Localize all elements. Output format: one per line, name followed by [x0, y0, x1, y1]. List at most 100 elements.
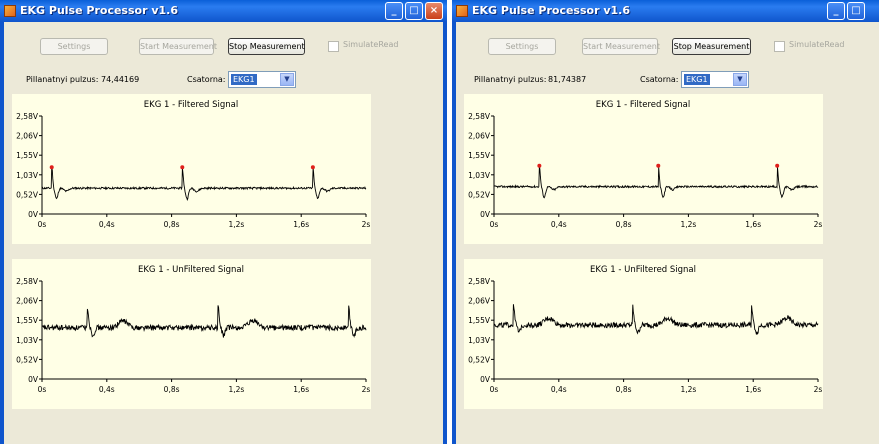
channel-select[interactable]: EKG1 ▼ [681, 71, 749, 88]
simulate-read-label: SimulateRead [343, 40, 399, 49]
app-window-left: EKG Pulse Processor v1.6 _ □ × Settings … [0, 0, 447, 444]
app-icon [456, 5, 468, 17]
window-frame [0, 22, 4, 444]
x-tick-label: 1,2s [228, 220, 244, 229]
settings-button[interactable]: Settings [40, 38, 108, 55]
y-tick-label: 2,06V [16, 132, 39, 141]
y-tick-label: 0,52V [16, 355, 39, 364]
title-bar[interactable]: EKG Pulse Processor v1.6 _ □ × [0, 0, 447, 22]
channel-select-value: EKG1 [684, 74, 710, 85]
window-frame [452, 22, 456, 444]
pulse-value: 74,44169 [101, 75, 140, 84]
maximize-icon[interactable]: □ [405, 2, 423, 20]
window-frame [443, 22, 447, 444]
x-tick-label: 1,2s [680, 385, 696, 394]
x-tick-label: 0s [38, 385, 47, 394]
unfiltered-signal-chart: EKG 1 - UnFiltered Signal 0V 0,52V 1,03V 1,5… [468, 265, 822, 394]
x-tick-label: 2s [362, 220, 371, 229]
peak-marker [180, 165, 185, 170]
chart-title: EKG 1 - UnFiltered Signal [138, 265, 244, 275]
x-tick-label: 2s [362, 385, 371, 394]
x-tick-label: 1,2s [228, 385, 244, 394]
y-tick-label: 0V [480, 375, 491, 384]
signal-line [493, 165, 819, 199]
chevron-down-icon[interactable]: ▼ [280, 73, 294, 86]
x-tick-label: 0,8s [164, 385, 180, 394]
y-tick-label: 0V [480, 210, 491, 219]
x-tick-label: 1,2s [680, 220, 696, 229]
stop-measurement-button[interactable]: Stop Measurement [672, 38, 751, 55]
x-tick-label: 0,4s [551, 385, 567, 394]
y-tick-label: 0,52V [16, 190, 39, 199]
y-tick-label: 0V [28, 210, 39, 219]
y-tick-label: 2,58V [468, 277, 491, 286]
x-tick-label: 0,4s [99, 385, 115, 394]
channel-select[interactable]: EKG1 ▼ [228, 71, 296, 88]
simulate-read-checkbox[interactable] [774, 41, 785, 52]
unfiltered-chart-panel: EKG 1 - UnFiltered Signal 0V 0,52V 1,03V 1,5… [464, 259, 823, 409]
signal-line [41, 305, 367, 339]
pulse-label: Pillanatnyi pulzus: [474, 75, 547, 84]
signal-line [493, 304, 819, 335]
y-tick-label: 0,52V [468, 355, 491, 364]
x-tick-label: 0,8s [616, 220, 632, 229]
minimize-icon[interactable]: _ [385, 2, 403, 20]
x-tick-label: 2s [814, 220, 823, 229]
y-tick-label: 1,03V [468, 171, 491, 180]
unfiltered-chart-panel: EKG 1 - UnFiltered Signal 0V 0,52V 1,03V 1,5… [12, 259, 371, 409]
x-tick-label: 1,6s [745, 385, 761, 394]
minimize-icon[interactable]: _ [827, 2, 845, 20]
y-tick-label: 1,55V [16, 316, 39, 325]
filtered-chart-panel: EKG 1 - Filtered Signal 0V 0,52V 1,03V 1,55V… [464, 94, 823, 244]
y-tick-label: 1,55V [468, 151, 491, 160]
y-tick-label: 2,58V [16, 277, 39, 286]
y-tick-label: 0,52V [468, 190, 491, 199]
x-tick-label: 1,6s [745, 220, 761, 229]
y-tick-label: 1,55V [468, 316, 491, 325]
y-tick-label: 2,58V [468, 112, 491, 121]
unfiltered-signal-chart: EKG 1 - UnFiltered Signal 0V 0,52V 1,03V 1,5… [16, 265, 371, 394]
simulate-read-checkbox[interactable] [328, 41, 339, 52]
y-tick-label: 2,58V [16, 112, 39, 121]
peak-marker [310, 165, 315, 170]
y-tick-label: 1,03V [16, 171, 39, 180]
maximize-icon[interactable]: □ [847, 2, 865, 20]
stop-measurement-button[interactable]: Stop Measurement [228, 38, 305, 55]
x-tick-label: 0s [38, 220, 47, 229]
start-measurement-button[interactable]: Start Measurement [582, 38, 660, 55]
x-tick-label: 0,8s [616, 385, 632, 394]
x-tick-label: 0,8s [164, 220, 180, 229]
x-tick-label: 0,4s [551, 220, 567, 229]
peak-marker [656, 163, 661, 168]
channel-label: Csatorna: [187, 75, 226, 84]
chart-title: EKG 1 - UnFiltered Signal [590, 265, 696, 275]
y-tick-label: 0V [28, 375, 39, 384]
chevron-down-icon[interactable]: ▼ [733, 73, 747, 86]
peak-marker [49, 165, 54, 170]
y-tick-label: 2,06V [468, 297, 491, 306]
x-tick-label: 1,6s [293, 220, 309, 229]
peak-marker [537, 163, 542, 168]
window-title: EKG Pulse Processor v1.6 [472, 4, 630, 17]
chart-title: EKG 1 - Filtered Signal [144, 100, 238, 110]
pulse-label: Pillanatnyi pulzus: [26, 75, 99, 84]
pulse-value: 81,74387 [548, 75, 587, 84]
y-tick-label: 2,06V [468, 132, 491, 141]
start-measurement-button[interactable]: Start Measurement [139, 38, 217, 55]
x-tick-label: 1,6s [293, 385, 309, 394]
chart-title: EKG 1 - Filtered Signal [596, 100, 690, 110]
title-bar[interactable]: EKG Pulse Processor v1.6 _ □ [452, 0, 879, 22]
filtered-signal-chart: EKG 1 - Filtered Signal 0V 0,52V 1,03V 1,55V… [16, 100, 371, 229]
close-icon[interactable]: × [425, 2, 443, 20]
simulate-read-label: SimulateRead [789, 40, 845, 49]
app-window-right: EKG Pulse Processor v1.6 _ □ Settings St… [452, 0, 879, 444]
x-tick-label: 0s [490, 220, 499, 229]
x-tick-label: 0s [490, 385, 499, 394]
y-tick-label: 2,06V [16, 297, 39, 306]
y-tick-label: 1,03V [16, 336, 39, 345]
signal-line [41, 167, 367, 201]
settings-button[interactable]: Settings [488, 38, 556, 55]
window-title: EKG Pulse Processor v1.6 [20, 4, 178, 17]
y-tick-label: 1,03V [468, 336, 491, 345]
channel-label: Csatorna: [640, 75, 679, 84]
